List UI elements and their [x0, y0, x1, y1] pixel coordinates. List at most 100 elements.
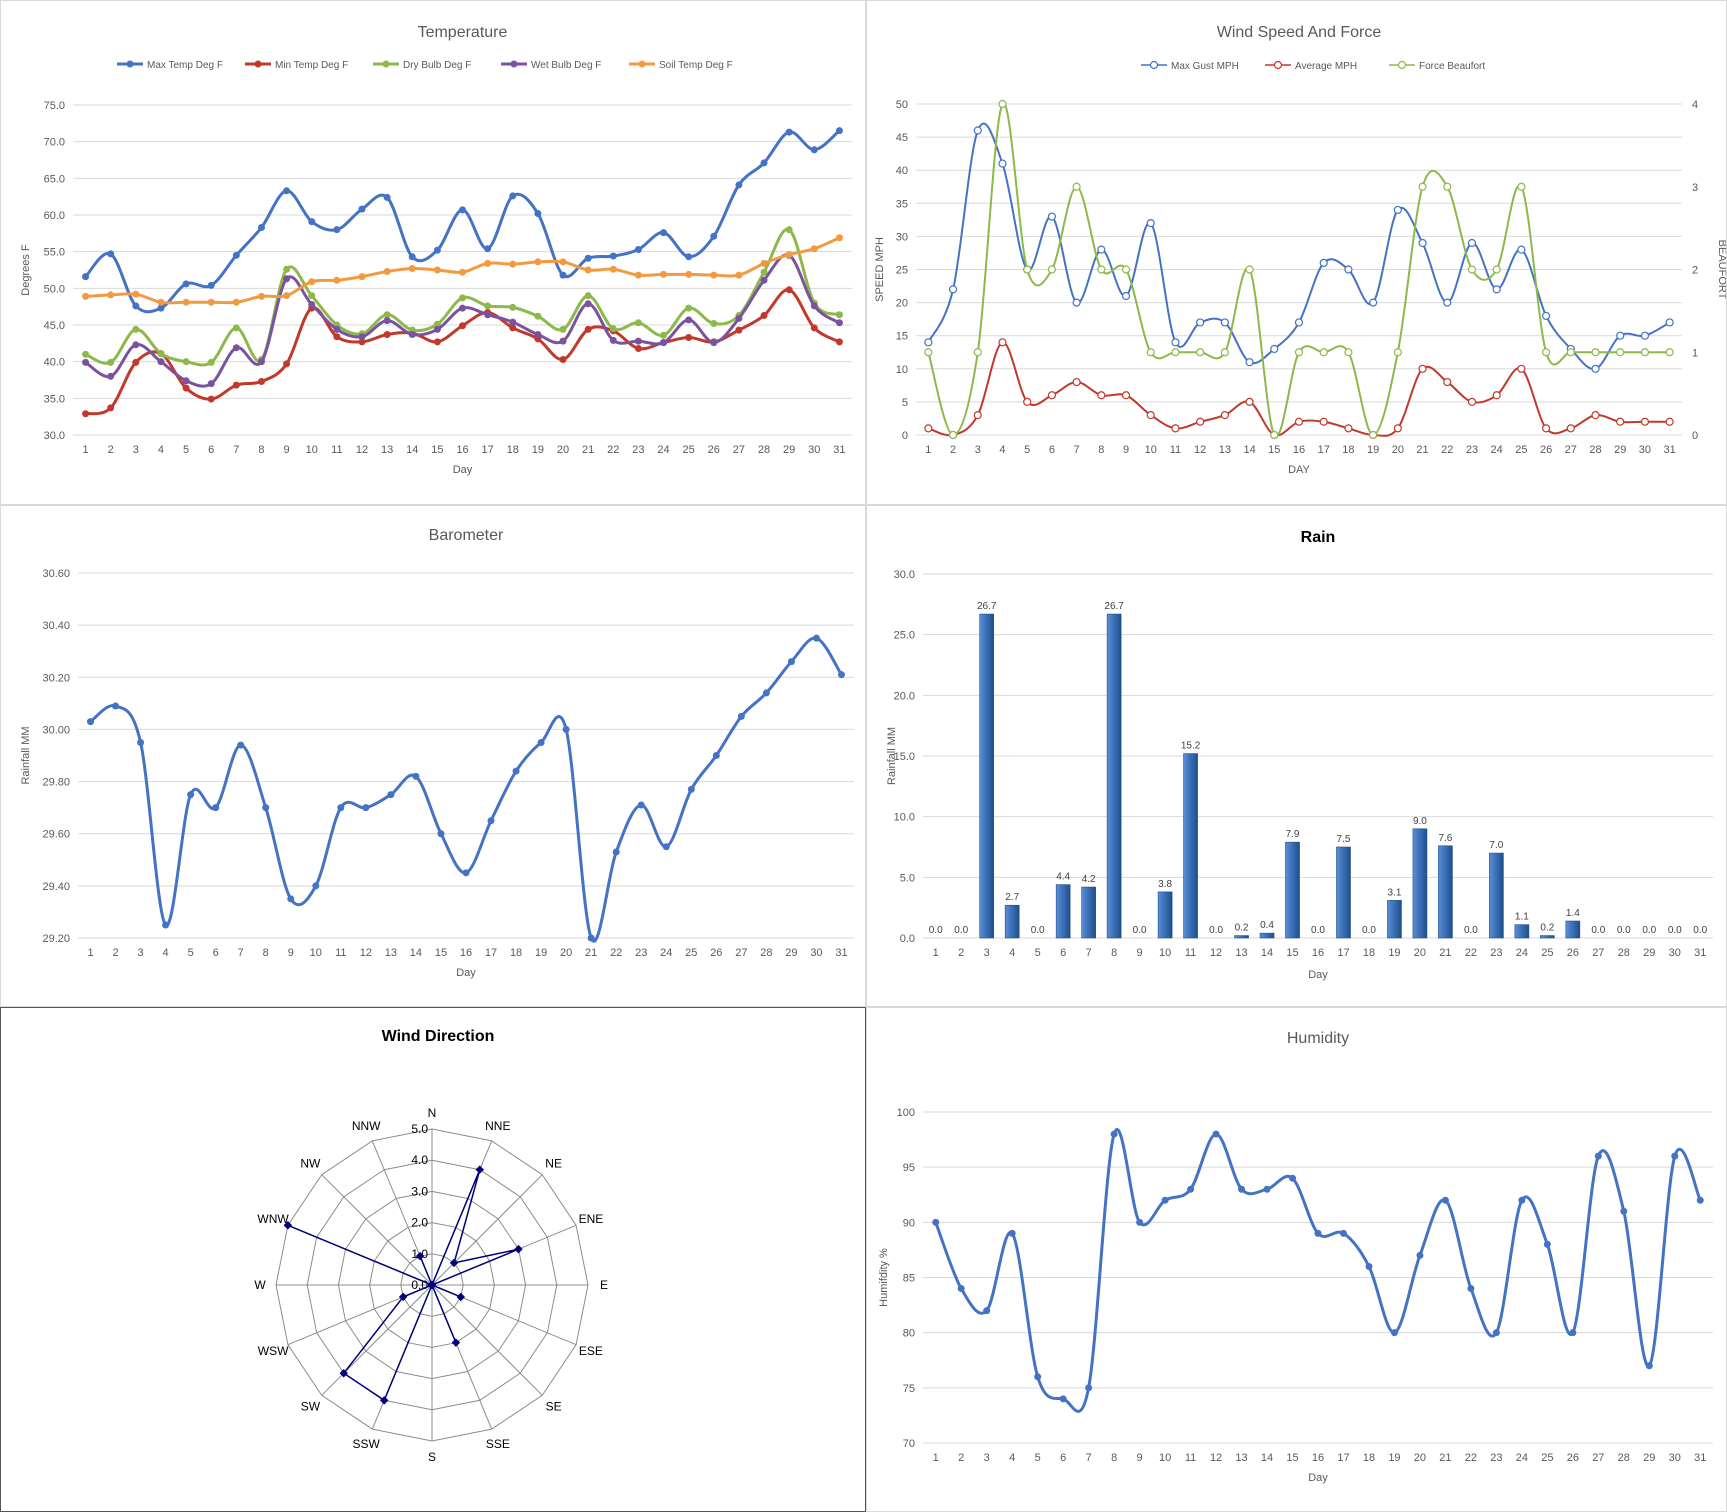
data-point [760, 159, 768, 167]
data-point [584, 266, 592, 274]
data-point [107, 372, 115, 380]
wind-direction-chart: Wind Direction N NNE NE ENE E ESE SE SSE S SSW SW WS… [254, 1028, 608, 1464]
x-tick-label: 4 [1009, 947, 1015, 959]
x-tick-label: 13 [381, 444, 393, 456]
x-tick-label: 11 [335, 947, 346, 959]
x-tick-label: 25 [1541, 947, 1553, 959]
data-point [1365, 1262, 1373, 1270]
data-point [1566, 348, 1575, 357]
x-tick-label: 30 [1639, 444, 1651, 456]
humidity-chart-panel: Humidity 70 75 80 85 90 95 100 1 2 3 4 5 6 7 8 9 10 11 12 13… [866, 1007, 1727, 1512]
data-point [1314, 1229, 1322, 1237]
data-point [157, 350, 165, 358]
data-point [408, 331, 416, 339]
y-axis-label: SPEED MPH [874, 237, 886, 302]
x-tick-label: 7 [238, 947, 244, 959]
data-point [735, 314, 743, 322]
barometer-chart-panel: Barometer 29.20 29.40 29.60 29.80 30.00 30.20 3… [0, 505, 866, 1007]
data-point [1591, 348, 1600, 357]
data-point [1171, 338, 1180, 347]
x-tick-label: 6 [1060, 947, 1066, 959]
data-point [924, 348, 933, 357]
data-point [1085, 1384, 1093, 1392]
x-tick-label: 10 [1159, 1452, 1171, 1464]
x-tick-label: 16 [460, 947, 472, 959]
data-label: 1.1 [1515, 912, 1529, 923]
data-point [1047, 391, 1057, 400]
data-point [1441, 1196, 1449, 1204]
x-tick-label: 25 [1541, 1452, 1553, 1464]
data-point [509, 318, 517, 326]
y-tick-label: 55.0 [44, 247, 65, 259]
data-point [835, 319, 843, 327]
data-point [1110, 1130, 1118, 1138]
data-point [660, 270, 668, 278]
data-point [685, 333, 693, 341]
x-tick-label: 14 [406, 444, 418, 456]
x-tick-label: 2 [108, 444, 114, 456]
data-point [333, 333, 341, 341]
data-point [1393, 348, 1402, 357]
data-point [287, 895, 295, 903]
data-point [1047, 265, 1057, 274]
data-label: 15.2 [1181, 741, 1201, 752]
data-point [383, 317, 391, 325]
bar [979, 613, 995, 939]
data-point [383, 311, 391, 319]
data-point [107, 291, 115, 299]
data-point [283, 265, 291, 273]
x-tick-label: 27 [733, 444, 745, 456]
data-point [762, 689, 770, 697]
data-point [82, 292, 90, 300]
data-point [1212, 1130, 1220, 1138]
data-point [1294, 417, 1304, 426]
data-point [182, 384, 190, 392]
data-label: 0.0 [1031, 925, 1045, 936]
data-point [537, 738, 545, 746]
x-tick-label: 14 [1261, 1452, 1273, 1464]
data-point [182, 358, 190, 366]
radar-category-label: S [428, 1450, 436, 1464]
y-tick-label: 75.0 [44, 100, 65, 112]
data-point [1245, 397, 1254, 406]
data-point [487, 817, 495, 825]
data-point [810, 146, 818, 154]
data-point [132, 325, 140, 333]
data-point [433, 325, 441, 333]
y-tick-label: 35.0 [44, 393, 65, 405]
data-label: 26.7 [1104, 601, 1124, 612]
x-tick-label: 27 [735, 947, 747, 959]
data-point [973, 411, 982, 420]
series-line-max-temp-deg-f [84, 129, 841, 314]
data-point [207, 298, 215, 306]
data-point [660, 229, 668, 237]
data-point [1591, 364, 1600, 373]
data-point [333, 226, 341, 234]
data-point [637, 801, 645, 809]
data-point [1245, 265, 1254, 274]
legend-marker [382, 60, 390, 68]
legend-marker [1273, 60, 1283, 70]
y-tick-label: 60.0 [44, 210, 65, 222]
x-tick-label: 1 [933, 1452, 939, 1464]
data-point [132, 358, 140, 366]
x-tick-label: 11 [1170, 444, 1181, 456]
x-tick-label: 4 [158, 444, 164, 456]
x-tick-label: 24 [1516, 1452, 1528, 1464]
data-point [1645, 1362, 1653, 1370]
data-point [459, 304, 466, 312]
data-point [998, 159, 1007, 168]
x-tick-label: 3 [138, 947, 144, 959]
data-point [1270, 430, 1279, 440]
data-point [437, 830, 445, 838]
x-tick-label: 3 [984, 1452, 990, 1464]
data-point [1294, 318, 1304, 327]
data-point [785, 128, 793, 136]
x-tick-label: 30 [1669, 1452, 1681, 1464]
data-point [1344, 265, 1353, 274]
radar-data-point [514, 1244, 523, 1254]
data-point [584, 292, 592, 300]
x-tick-label: 19 [532, 444, 544, 456]
data-label: 3.1 [1387, 887, 1401, 898]
data-point [1339, 1229, 1347, 1237]
